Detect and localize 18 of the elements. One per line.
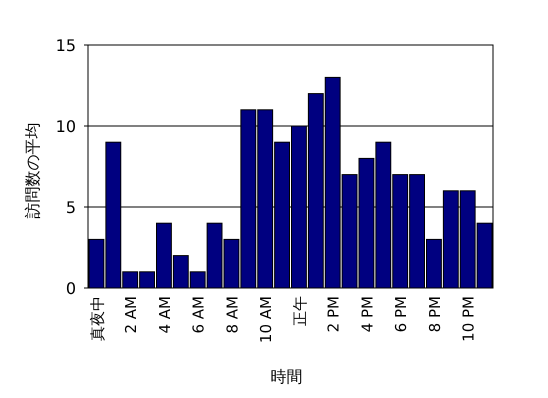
x-axis-title: 時間 [270, 367, 302, 386]
x-tick-label: 10 PM [460, 296, 478, 342]
x-tick-label: 4 PM [358, 296, 376, 332]
x-tick-label: 6 PM [392, 296, 410, 332]
x-tick-label: 2 AM [122, 296, 140, 334]
y-axis-title: 訪問数の平均 [23, 122, 42, 218]
x-tick-label: 10 AM [257, 296, 276, 344]
x-tick-label: 8 PM [426, 296, 444, 332]
y-tick-label: 5 [66, 198, 76, 217]
x-tick-label: 正午 [290, 296, 309, 326]
x-tick-label: 真夜中 [88, 296, 106, 341]
x-tick-label: 2 PM [324, 296, 343, 332]
y-tick-label: 15 [56, 36, 76, 55]
x-tick-label: 4 AM [156, 296, 174, 334]
y-tick-label: 10 [56, 117, 76, 136]
x-tick-label: 6 AM [190, 296, 208, 334]
y-tick-label: 0 [66, 279, 76, 298]
x-tick-label: 8 AM [223, 296, 242, 334]
